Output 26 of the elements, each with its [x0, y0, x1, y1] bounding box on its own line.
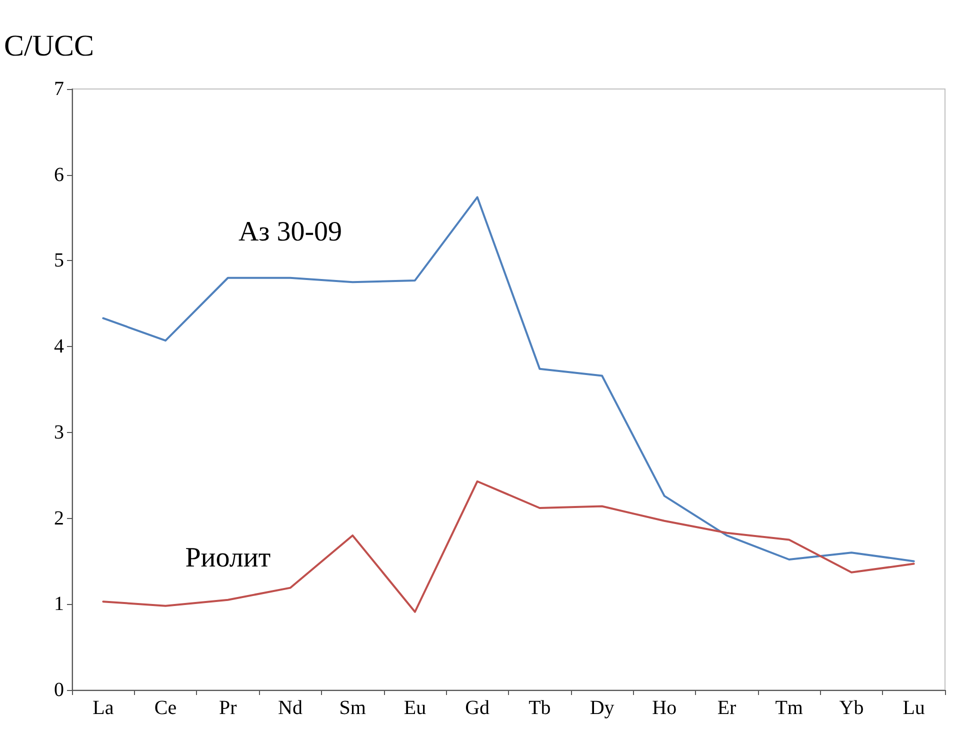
x-tick-label: Yb	[839, 697, 864, 719]
y-tick-label: 0	[54, 679, 64, 701]
x-tick-label: Nd	[278, 697, 302, 719]
series-label: Аз 30-09	[238, 216, 342, 248]
y-tick-label: 4	[54, 336, 64, 358]
x-tick-label: Dy	[590, 697, 614, 719]
y-tick-label: 6	[54, 164, 64, 186]
x-tick-label: Ce	[154, 697, 177, 719]
x-tick-label: Pr	[218, 697, 238, 719]
x-tick-label: Gd	[465, 697, 490, 719]
x-tick-label: Sm	[339, 697, 366, 719]
y-tick-label: 3	[54, 421, 64, 444]
y-tick-label: 5	[54, 250, 64, 272]
x-tick-label: Lu	[902, 697, 925, 719]
x-tick-label: Er	[717, 697, 737, 719]
y-axis-title: C/UCC	[4, 30, 94, 62]
line-series	[102, 480, 915, 613]
y-tick-label: 7	[54, 78, 64, 100]
x-tick-label: Tb	[528, 697, 551, 719]
x-tick-label: Ho	[652, 697, 677, 719]
y-tick-label: 2	[54, 507, 64, 530]
x-tick-label: La	[92, 697, 114, 719]
x-tick-label: Eu	[404, 697, 426, 719]
y-tick-label: 1	[54, 593, 64, 616]
series-label: Риолит	[185, 542, 271, 574]
x-tick-label: Tm	[775, 697, 804, 719]
